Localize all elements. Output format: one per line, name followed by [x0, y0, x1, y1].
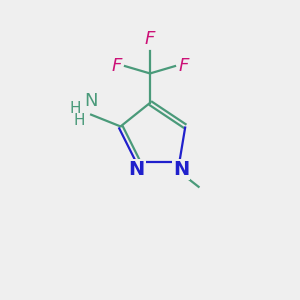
Text: N: N — [129, 160, 145, 178]
Text: F: F — [178, 57, 189, 75]
Text: F: F — [145, 30, 155, 48]
Text: N: N — [173, 160, 189, 178]
Text: F: F — [111, 57, 122, 75]
Text: H: H — [74, 113, 85, 128]
Text: N: N — [84, 92, 98, 110]
Text: H: H — [69, 101, 81, 116]
